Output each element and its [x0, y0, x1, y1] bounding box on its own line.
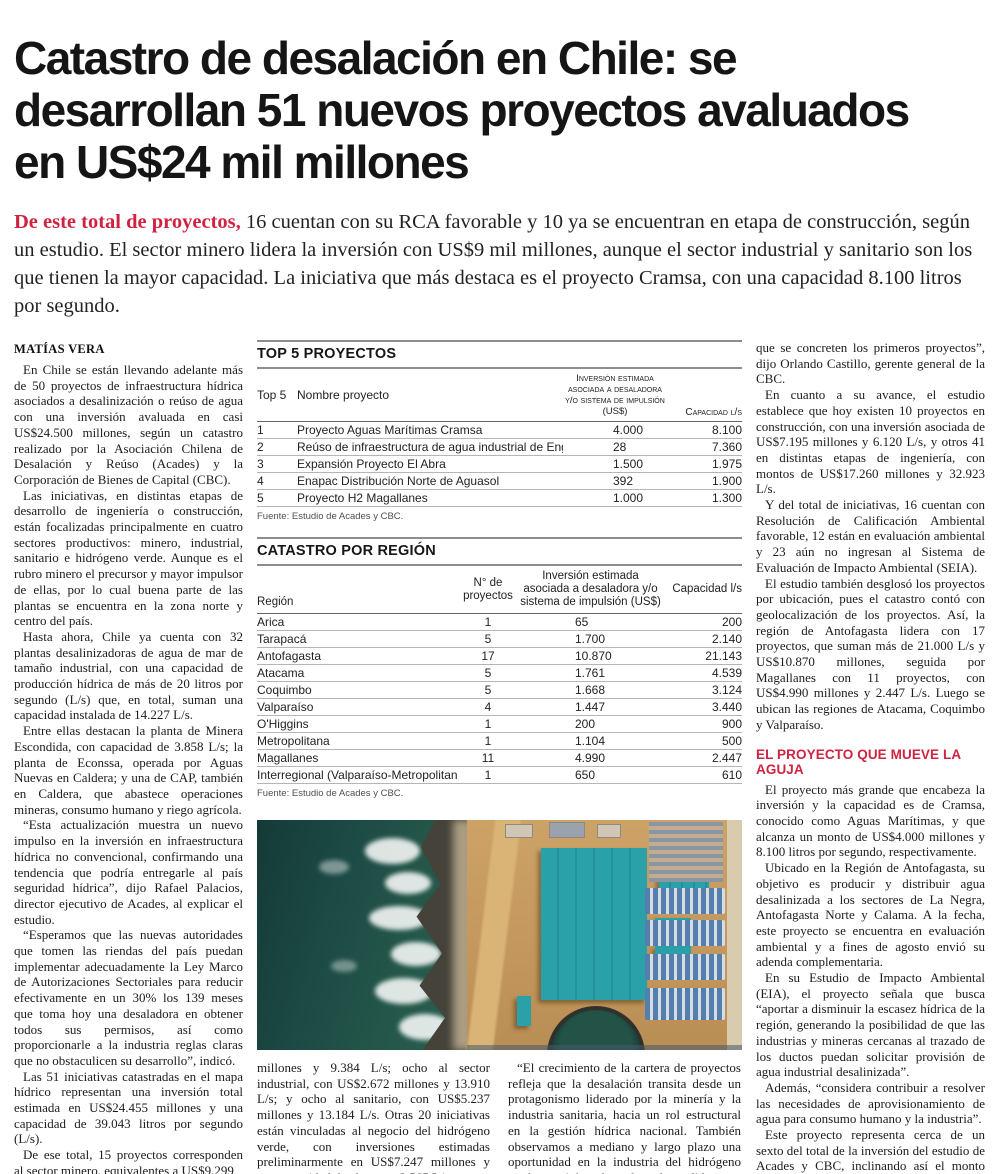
paragraph: “Esperamos que las nuevas autoridades qu…	[14, 927, 243, 1068]
byline: MATÍAS VERA	[14, 342, 105, 356]
table-row: Atacama 5 1.761 4.539	[257, 666, 742, 682]
article-columns: MATÍAS VERA En Chile se están llevando a…	[14, 340, 986, 1174]
right-column-top-text: que se concreten los primeros proyectos”…	[756, 340, 985, 733]
paragraph: El proyecto más grande que encabeza la i…	[756, 781, 985, 860]
headline: Catastro de desalación en Chile: se desa…	[14, 0, 986, 188]
surf-foam	[319, 860, 349, 874]
catastro-header-row: Región N° de proyectos Inversión estimad…	[257, 566, 742, 614]
catastro-col-capacidad: Capacidad l/s	[672, 583, 742, 595]
table-row: Metropolitana 1 1.104 500	[257, 734, 742, 750]
top5-table-block: TOP 5 PROYECTOS Top 5 Nombre proyecto In…	[257, 340, 742, 531]
paragraph: “Esta actualización muestra un nuevo imp…	[14, 817, 243, 927]
paragraph: “El crecimiento de la cartera de proyect…	[508, 1060, 741, 1174]
right-column-bottom-text: El proyecto más grande que encabeza la i…	[756, 782, 985, 1174]
module-yard	[645, 820, 727, 1044]
surf-foam	[331, 960, 357, 972]
surf-foam	[365, 838, 420, 864]
paragraph: El estudio también desglosó los proyecto…	[756, 575, 985, 732]
paragraph: que se concreten los primeros proyectos”…	[756, 340, 985, 387]
left-column-text: En Chile se están llevando adelante más …	[14, 362, 243, 1174]
headline-line-1: Catastro de desalación en Chile: se	[14, 32, 738, 84]
table-row: 3 Expansión Proyecto El Abra 1.500 1.975	[257, 457, 742, 473]
module-row	[645, 920, 725, 946]
paragraph: millones y 9.384 L/s; ocho al sector ind…	[257, 1060, 490, 1174]
table-row: Arica 1 65 200	[257, 615, 742, 631]
middle-column: TOP 5 PROYECTOS Top 5 Nombre proyecto In…	[257, 340, 742, 1174]
paragraph: Además, “considera contribuir a resolver…	[756, 1079, 985, 1127]
module-row	[645, 988, 725, 1020]
catastro-table-block: CATASTRO POR REGIÓN Región N° de proyect…	[257, 537, 742, 808]
top5-col-capacidad: Capacidad l/s	[685, 407, 742, 418]
paragraph: Hasta ahora, Chile ya cuenta con 32 plan…	[14, 628, 243, 723]
table-row: Tarapacá 5 1.700 2.140	[257, 632, 742, 648]
paragraph: Las 51 iniciativas catastradas en el map…	[14, 1068, 243, 1147]
equipment-grid	[649, 822, 723, 882]
table-row: 4 Enapac Distribución Norte de Aguasol 392…	[257, 474, 742, 490]
lede-lead-in: De este total de proyectos,	[14, 211, 241, 233]
middle-text-col-1: millones y 9.384 L/s; ocho al sector ind…	[257, 1060, 490, 1174]
top5-table-title: TOP 5 PROYECTOS	[257, 342, 742, 369]
catastro-col-inversion: Inversión estimada asociada a desaladora…	[520, 570, 661, 608]
top5-source: Fuente: Estudio de Acades y CBC.	[257, 511, 404, 522]
small-plant-building	[517, 996, 531, 1026]
paragraph: En su Estudio de Impacto Ambiental (EIA)…	[756, 970, 985, 1080]
table-row: Magallanes 11 4.990 2.447	[257, 751, 742, 767]
table-row: Valparaíso 4 1.447 3.440	[257, 700, 742, 716]
main-plant-building	[541, 848, 647, 1000]
photo-right-edge	[727, 820, 742, 1050]
left-column: MATÍAS VERA En Chile se están llevando a…	[14, 340, 243, 1174]
table-row: Interregional (Valparaíso-Metropolitana)…	[257, 768, 742, 784]
catastro-table-title: CATASTRO POR REGIÓN	[257, 539, 742, 566]
section-subhead: EL PROYECTO QUE MUEVE LA AGUJA	[756, 746, 961, 777]
lede: De este total de proyectos, 16 cuentan c…	[14, 208, 986, 320]
lede-text: 16 cuentan con su RCA favorable y 10 ya …	[14, 211, 973, 317]
module-row	[645, 954, 725, 980]
top5-col-nombre: Nombre proyecto	[297, 388, 390, 402]
paragraph: En cuanto a su avance, el estudio establ…	[756, 387, 985, 497]
catastro-table: Región N° de proyectos Inversión estimad…	[257, 566, 742, 784]
paragraph: Entre ellas destacan la planta de Minera…	[14, 723, 243, 817]
middle-text-columns: millones y 9.384 L/s; ocho al sector ind…	[257, 1060, 742, 1174]
catastro-col-n-proyectos: N° de proyectos	[463, 576, 513, 602]
top5-col-inversion: Inversión estimada asociada a desaladora…	[565, 373, 665, 417]
module-row	[645, 888, 725, 914]
table-row: Antofagasta 17 10.870 21.143	[257, 649, 742, 665]
headline-line-2: desarrollan 51 nuevos proyectos avaluado…	[14, 84, 910, 136]
construction-shed	[505, 824, 533, 838]
headline-line-3: en US$24 mil millones	[14, 136, 470, 188]
table-row: 5 Proyecto H2 Magallanes 1.000 1.300	[257, 491, 742, 507]
paragraph: Las iniciativas, en distintas etapas de …	[14, 487, 243, 629]
surf-foam	[385, 872, 431, 894]
right-column: que se concreten los primeros proyectos”…	[756, 340, 985, 1174]
photo-bottom-shadow	[467, 1045, 742, 1050]
catastro-col-region: Región	[257, 596, 294, 608]
surf-foam	[391, 942, 441, 966]
middle-text-col-2: “El crecimiento de la cartera de proyect…	[508, 1060, 741, 1174]
table-row: 2 Reúso de infraestructura de agua indust…	[257, 440, 742, 456]
paragraph: De ese total, 15 proyectos corresponden …	[14, 1147, 243, 1174]
table-row: O'Higgins 1 200 900	[257, 717, 742, 733]
top5-table: Top 5 Nombre proyecto Inversión estimada…	[257, 369, 742, 507]
paragraph: Ubicado en la Región de Antofagasta, su …	[756, 860, 985, 970]
paragraph: En Chile se están llevando adelante más …	[14, 362, 243, 487]
catastro-source: Fuente: Estudio de Acades y CBC.	[257, 788, 404, 799]
paragraph: Y del total de iniciativas, 16 cuentan c…	[756, 497, 985, 575]
top5-header-row: Top 5 Nombre proyecto Inversión estimada…	[257, 369, 742, 422]
construction-shed	[597, 824, 621, 838]
top5-col-top5: Top 5	[257, 388, 287, 402]
table-row: 1 Proyecto Aguas Marítimas Cramsa 4.000 8.1…	[257, 423, 742, 439]
paragraph: Este proyecto representa cerca de un sex…	[756, 1127, 985, 1174]
aerial-photo-desalination-plant	[257, 820, 742, 1050]
table-row: Coquimbo 5 1.668 3.124	[257, 683, 742, 699]
construction-shed	[549, 822, 585, 838]
